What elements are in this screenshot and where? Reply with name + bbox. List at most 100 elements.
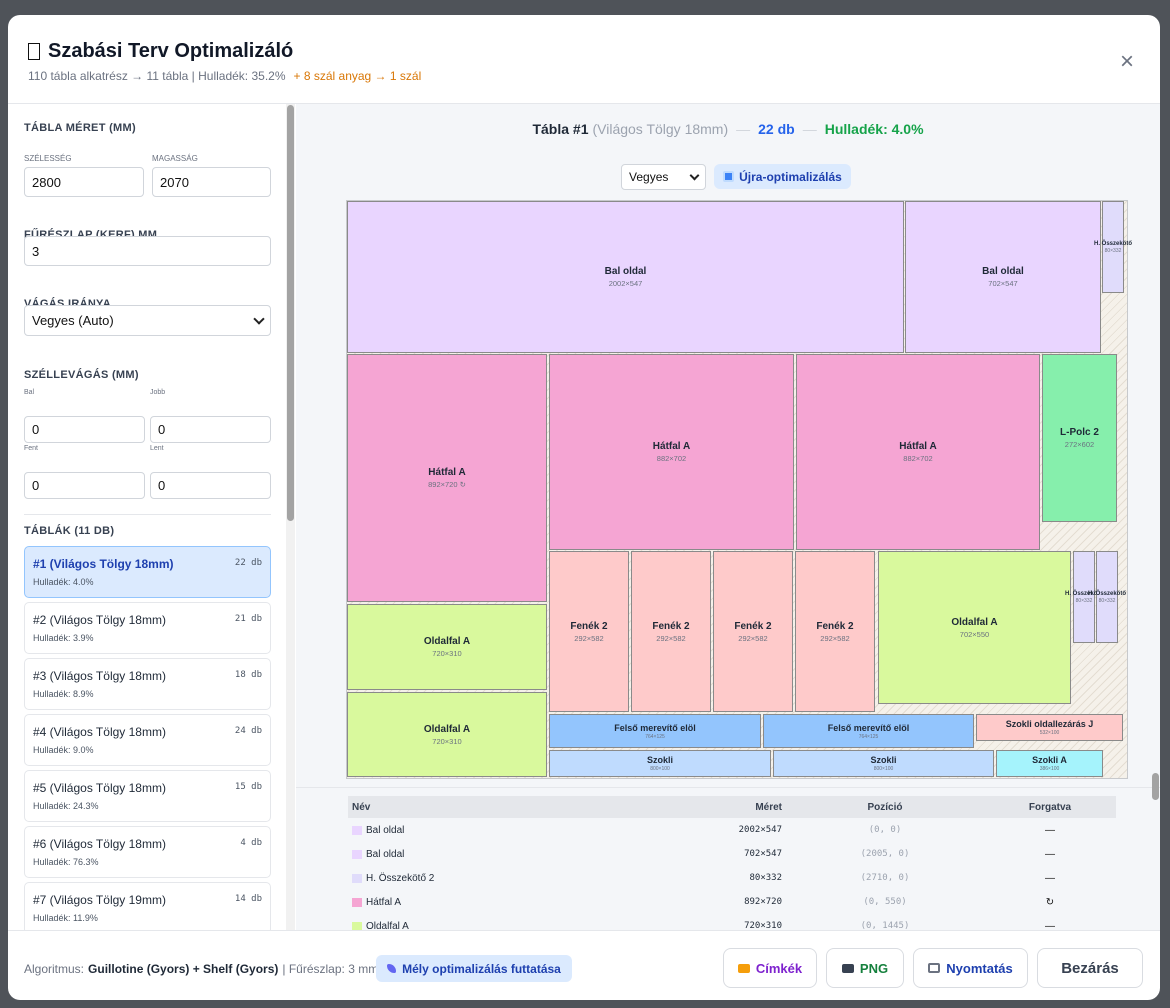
board-item[interactable]: #2 (Világos Tölgy 18mm) 21 db Hulladék: 3.… [24,602,271,654]
row-color [352,874,362,883]
piece[interactable]: L-Polc 2 272×602 [1042,354,1117,522]
table-cell: — [1045,849,1055,860]
piece-size: 720×310 [432,649,462,658]
trim-input[interactable]: 0 [24,416,145,443]
chevron [253,312,265,325]
piece-size: 892×720 ↻ [428,480,466,489]
piece[interactable]: Hátfal A 892×720 ↻ [347,354,547,602]
separator: — [736,121,751,137]
labels-button[interactable]: Címkék [723,948,817,988]
table-cell: — [1045,825,1055,836]
width-input[interactable]: 2800 [24,167,144,197]
piece[interactable]: H. Összekötő 80×332 [1094,201,1132,293]
summary-row: 110 tábla alkatrész → 11 tábla | Hulladé… [28,69,421,83]
board-count: 22 db [758,121,795,137]
piece-table: Név Méret Pozíció Forgatva Bal oldal 2002×547… [348,796,1116,930]
close-button[interactable]: Bezárás [1037,948,1143,988]
divider [24,514,271,515]
table-cell: Hátfal A [366,897,402,908]
piece-size: 882×702 [903,454,933,463]
piece-size: 80×332 [1104,247,1122,254]
piece[interactable]: Felső merevítő elöl 764×125 [763,714,974,748]
piece-name: Felső merevítő elöl [614,722,696,733]
board-item-count: 14 db [234,894,262,904]
board-item[interactable]: #7 (Világos Tölgy 19mm) 14 db Hulladék: 11… [24,882,271,930]
piece-size: 720×310 [432,736,462,746]
piece[interactable]: Felső merevítő elöl 764×125 [549,714,761,748]
piece[interactable]: Bal oldal 2002×547 [347,201,904,353]
reoptimize-button[interactable]: Újra-optimalizálás [714,164,851,189]
piece[interactable]: Fenék 2 292×582 [795,551,875,712]
board-item[interactable]: #4 (Világos Tölgy 18mm) 24 db Hulladék: 9.… [24,714,271,766]
piece[interactable]: Fenék 2 292×582 [549,551,629,712]
summary: 110 tábla alkatrész → 11 tábla | Hulladé… [28,69,286,83]
kerf-note: | Fűrészlap: 3 mm [282,962,379,976]
piece[interactable]: Hátfal A 882×702 [549,354,794,550]
piece[interactable]: H. Összekötő 80×332 [1088,551,1126,643]
piece[interactable]: Szokli A 386×100 [996,750,1103,777]
kerf-input[interactable]: 3 [24,236,271,266]
button-label: Nyomtatás [946,960,1013,976]
field-label: Jobb [150,389,166,396]
scrollbar-thumb[interactable] [287,105,294,521]
mode-select[interactable]: Vegyes [621,164,706,190]
png-button[interactable]: PNG [826,948,904,988]
field-label: Lent [150,445,164,452]
height-input[interactable]: 2070 [152,167,271,197]
piece[interactable]: Fenék 2 292×582 [713,551,793,712]
table-cell: Bal oldal [366,849,405,860]
table-cell: H. Összekötő 2 [366,873,435,884]
piece-name: H. Összekötő [1065,590,1104,597]
piece-name: H. Összekötő [1094,240,1133,247]
piece-name: Fenék 2 [652,620,690,632]
piece[interactable]: Szokli 800×100 [549,750,771,777]
board-item-name: #4 (Világos Tölgy 18mm) [33,725,166,739]
section-heading: SZÉLLEVÁGÁS (MM) [24,369,139,381]
piece-size: 800×100 [873,766,894,772]
icon [928,963,941,973]
table-cell: Bal oldal [366,825,405,836]
piece-name: Fenék 2 [734,620,772,632]
print-button[interactable]: Nyomtatás [913,948,1028,988]
trim-input[interactable]: 0 [150,416,271,443]
piece[interactable]: Oldalfal A 702×550 [878,551,1071,704]
piece[interactable]: Fenék 2 292×582 [631,551,711,712]
board-item-name: #1 (Világos Tölgy 18mm) [33,557,174,571]
board-item[interactable]: #5 (Világos Tölgy 18mm) 15 db Hulladék: 24… [24,770,271,822]
board-item-waste: Hulladék: 24.3% [33,801,99,811]
board-item[interactable]: #6 (Világos Tölgy 18mm) 4 db Hulladék: 76.… [24,826,271,878]
table-cell: 702×547 [744,849,782,859]
scrollbar-thumb[interactable] [1152,773,1159,800]
table-cell: ↻ [1045,897,1055,908]
cutting-board: Bal oldal 2002×547 Bal oldal 702×547 H. Össz… [346,200,1132,779]
cut-direction-select[interactable]: Vegyes (Auto) [24,305,271,336]
board-item[interactable]: #1 (Világos Tölgy 18mm) 22 db Hulladék: 4.… [24,546,271,598]
board-item[interactable]: #3 (Világos Tölgy 18mm) 18 db Hulladék: 8.… [24,658,271,710]
piece-size: 800×100 [650,766,670,772]
column-header: Méret [755,802,782,813]
deep-optimize-button[interactable]: Mély optimalizálás futtatása [376,955,572,982]
piece[interactable]: Hátfal A 882×702 [796,354,1040,550]
piece[interactable]: Bal oldal 702×547 [905,201,1101,353]
button-label: Címkék [755,960,803,976]
close-icon[interactable]: × [1120,48,1135,75]
piece-name: Bal oldal [982,266,1024,277]
piece[interactable]: Oldalfal A 720×310 [347,604,547,690]
piece-name: Oldalfal A [423,723,471,735]
button-label: Bezárás [1061,959,1119,977]
board-item-name: #5 (Világos Tölgy 18mm) [33,781,166,795]
piece[interactable]: Szokli 800×100 [773,750,994,777]
piece-size: 386×100 [1039,766,1060,772]
board-item-count: 24 db [234,726,262,736]
piece[interactable]: H. Összekötő 80×332 [1065,551,1103,643]
piece[interactable]: Oldalfal A 720×310 [347,692,547,777]
piece-size: 292×582 [738,633,768,643]
piece-name: Hátfal A [428,467,466,478]
piece-name: Bal oldal [604,266,647,277]
row-color [352,826,362,835]
piece-name: Szokli [870,755,897,765]
trim-input[interactable]: 0 [150,472,271,499]
trim-input[interactable]: 0 [24,472,145,499]
board-item-count: 15 db [234,782,262,792]
piece[interactable]: Szokli oldallezárás J 532×100 [976,714,1123,741]
